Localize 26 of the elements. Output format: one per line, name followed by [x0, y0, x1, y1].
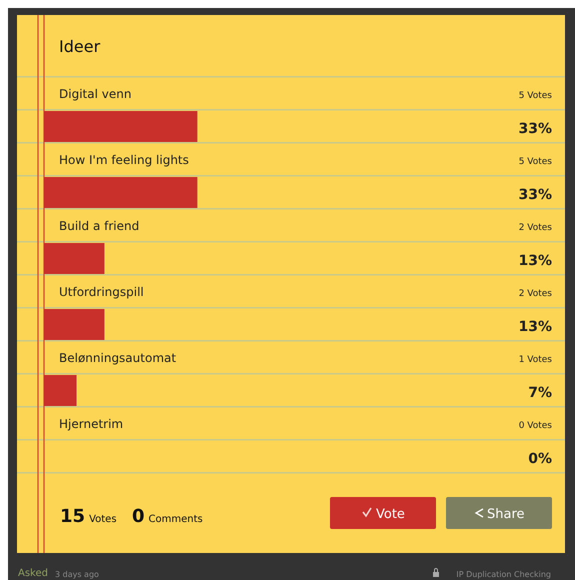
- text: 0 Votes: [518, 421, 552, 431]
- text: 15 Votes: [60, 506, 117, 527]
- text: 1 Votes: [518, 355, 552, 365]
- y-tick-label: Digital venn: [59, 87, 132, 101]
- data-label: 13%: [518, 319, 552, 335]
- text: 2 Votes: [518, 223, 552, 233]
- data-label: 7%: [528, 385, 552, 401]
- text: 5 Votes: [518, 91, 552, 101]
- text: Asked: [18, 568, 48, 579]
- data-label: 0%: [528, 451, 552, 467]
- text: IP Duplication Checking: [456, 570, 551, 579]
- y-tick-label: Hjernetrim: [59, 417, 124, 431]
- text: Share: [487, 507, 525, 522]
- y-tick-label: Utfordringspill: [59, 285, 144, 299]
- text: 2 Votes: [518, 289, 552, 299]
- chart-title: Ideer: [59, 37, 101, 56]
- data-label: 33%: [518, 187, 552, 203]
- data-label: 33%: [518, 121, 552, 137]
- text: 3 days ago: [55, 570, 100, 579]
- text: 5 Votes: [518, 157, 552, 167]
- y-tick-label: Build a friend: [59, 219, 140, 233]
- text: Vote: [376, 507, 405, 522]
- y-tick-label: How I'm feeling lights: [59, 153, 189, 167]
- text: 0 Comments: [132, 506, 203, 527]
- y-tick-label: Belønningsautomat: [59, 351, 176, 365]
- data-label: 13%: [518, 253, 552, 269]
